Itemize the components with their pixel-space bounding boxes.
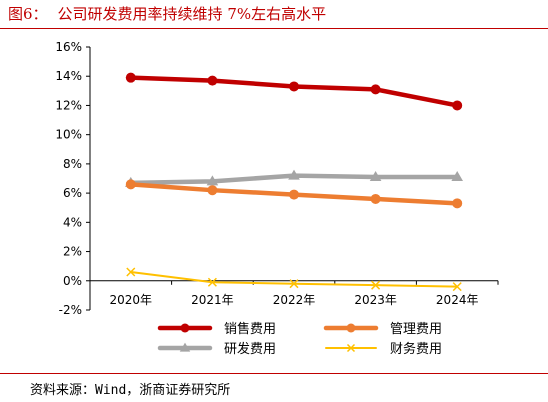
x-tick-label: 2022年 [273,293,316,307]
data-point [371,280,381,290]
source-note: 资料来源：Wind，浙商证券研究所 [30,383,231,398]
legend-item: 研发费用 [157,341,276,357]
data-point [288,169,300,180]
y-tick-label: -2% [59,303,82,317]
data-point [179,342,191,352]
x-tick-label: 2023年 [354,293,397,307]
y-tick-label: 16% [55,40,82,54]
y-tick-label: 12% [55,98,82,112]
series-财务费用 [126,267,462,292]
y-tick-label: 0% [63,274,82,288]
legend-label: 研发费用 [224,341,276,357]
figure-title: 图6： 公司研发费用率持续维持 7%左右高水平 [8,3,326,24]
y-tick-label: 10% [55,128,82,142]
data-point [289,81,299,92]
series-研发费用 [125,169,463,187]
data-point [207,75,218,86]
data-point [126,267,136,277]
data-point [452,100,463,111]
legend-item: 销售费用 [157,321,276,337]
data-point [451,171,463,182]
data-point [207,277,217,287]
y-tick-label: 14% [55,69,82,83]
y-tick-label: 2% [63,245,82,259]
data-point [452,282,462,292]
figure-number: 图6： [8,5,48,23]
legend-label: 财务费用 [390,341,442,357]
data-point [346,323,356,333]
legend-item: 财务费用 [325,341,442,357]
data-point [207,185,218,196]
y-tick-label: 8% [63,157,82,171]
figure-title-text: 公司研发费用率持续维持 7%左右高水平 [57,5,327,23]
data-point [370,193,381,204]
data-point [289,279,299,289]
series-layer [125,72,463,292]
data-point [346,343,356,353]
data-point [369,171,382,182]
legend-item: 管理费用 [323,322,442,337]
data-point [452,198,463,209]
data-point [289,189,299,200]
x-tick-label: 2020年 [110,293,153,307]
data-point [125,179,136,190]
axes: -2% 0% 2% 4% 6% 8% 10% 12% 14% 16% 2020年 2021年 2022年… [55,40,499,317]
x-tick-label: 2021年 [191,293,234,307]
legend-label: 销售费用 [224,321,276,337]
source-rule [0,373,548,374]
y-tick-label: 6% [63,186,82,200]
data-point [370,84,381,95]
series-销售费用 [125,72,463,111]
x-tick-label: 2024年 [436,293,479,307]
data-point [180,323,190,333]
title-rule [0,28,548,29]
legend-label: 管理费用 [390,322,442,337]
series-管理费用 [125,179,463,209]
data-point [125,72,136,83]
data-point [206,175,219,186]
y-tick-label: 4% [63,215,82,229]
